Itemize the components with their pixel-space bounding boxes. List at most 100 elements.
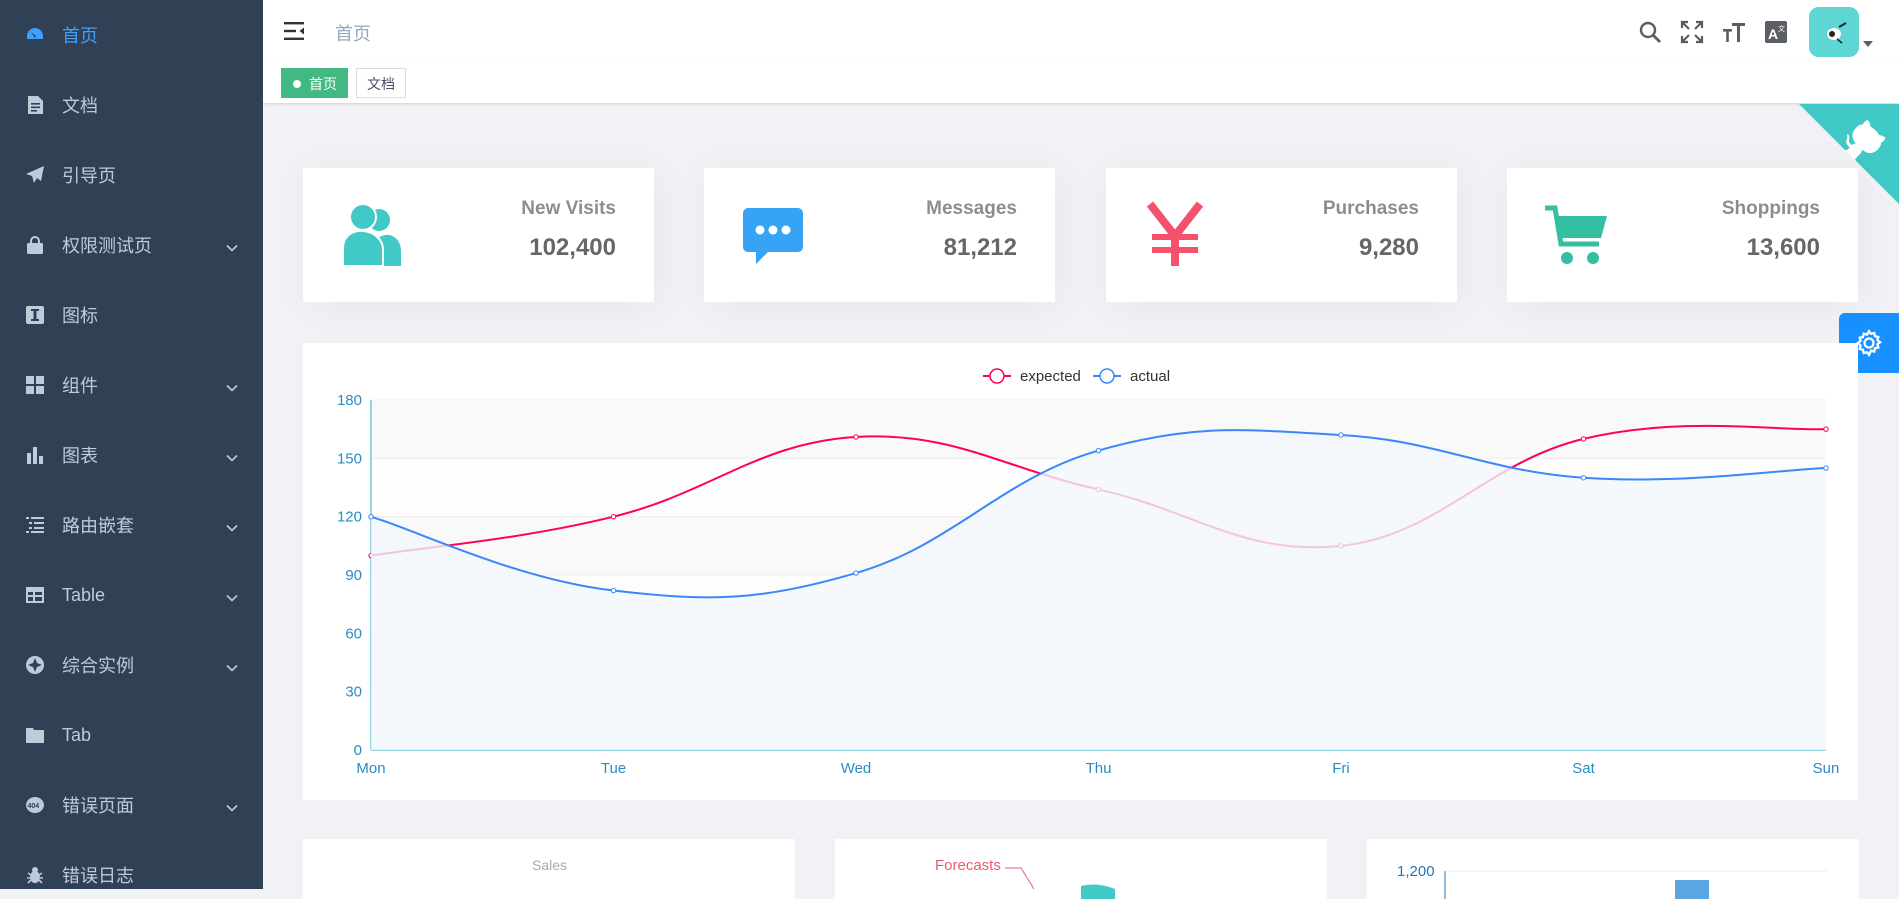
data-point-expected [1823,426,1829,432]
sidebar-item-label: 综合实例 [62,656,134,676]
sidebar-item-lock[interactable]: 权限测试页 [0,210,263,280]
shopping-icon [1541,200,1611,270]
legend-item-expected: expected [983,368,1081,385]
svg-text:A: A [1768,26,1778,42]
tags-view: 首页 文档 [263,63,1899,104]
panel-title: New Visits [521,198,616,219]
panel-title: Messages [926,198,1017,219]
guide-icon [24,164,46,186]
tab-icon [24,724,46,746]
sidebar-item-label: 引导页 [62,166,116,186]
caret-down-icon[interactable] [1863,41,1873,47]
table-icon [24,584,46,606]
chevron-down-icon [226,588,238,602]
chart-icon [24,444,46,466]
sidebar: 首页文档引导页权限测试页图标组件图表路由嵌套 Table 综合实例 Tab 404 错误页… [0,0,263,889]
404-icon: 404 [24,794,46,816]
data-point-actual [1580,475,1587,481]
tag-documentation[interactable]: 文档 [356,68,406,98]
sidebar-item-icon[interactable]: 图标 [0,280,263,350]
data-point-actual [1095,447,1102,454]
panel-value: 81,212 [943,234,1017,261]
y-tick-label: 0 [354,742,362,759]
example-icon [24,654,46,676]
tag-home[interactable]: 首页 [281,68,348,98]
data-point-expected [853,434,859,440]
x-tick-label: Wed [841,760,872,777]
panel-shoppings[interactable]: Shoppings 13,600 [1507,168,1858,302]
sidebar-item-table[interactable]: Table [0,560,263,630]
chevron-down-icon [226,658,238,672]
legend-item-actual: actual [1093,368,1170,385]
sidebar-item-label: 路由嵌套 [62,516,134,536]
sidebar-item-chart[interactable]: 图表 [0,420,263,490]
data-point-expected [1580,436,1587,442]
svg-text:文: 文 [1778,24,1785,33]
hamburger-icon[interactable] [283,20,307,42]
x-tick-label: Fri [1332,760,1350,777]
sidebar-item-404[interactable]: 404 错误页面 [0,770,263,840]
font-size-icon[interactable] [1721,19,1747,45]
sidebar-item-label: 图表 [62,446,98,466]
avatar[interactable] [1809,6,1859,57]
data-point-actual [853,570,859,576]
line-chart-card: 0 30 60 90 120 150 180 Mon Tue Wed Thu Fri Sat Sun exp… [303,343,1858,800]
legend-label: actual [1130,368,1170,385]
sidebar-item-nested[interactable]: 路由嵌套 [0,490,263,560]
avatar-dropdown[interactable] [1873,0,1899,63]
y-tick-label: 150 [337,450,362,467]
search-icon[interactable] [1637,19,1663,45]
forecasts-label: Forecasts [935,857,1001,874]
pie-label-line [1005,867,1115,899]
chevron-down-icon [226,518,238,532]
bar-chart-axis [1444,870,1827,899]
github-corner[interactable] [1799,104,1899,204]
sidebar-item-guide[interactable]: 引导页 [0,140,263,210]
raddar-chart-card: Sales [303,839,795,899]
breadcrumb: 首页 [335,24,371,44]
sidebar-item-bug[interactable]: 错误日志 [0,840,263,889]
panel-value: 13,600 [1746,234,1820,261]
sidebar-item-label: 错误页面 [62,796,134,816]
chevron-down-icon [226,448,238,462]
sidebar-item-label: 组件 [62,376,98,396]
x-tick-label: Sun [1813,760,1840,777]
x-tick-label: Sat [1572,760,1595,777]
nested-icon [24,514,46,536]
chevron-down-icon [226,798,238,812]
y-tick-label: 120 [337,509,362,526]
y-tick-label: 180 [337,392,362,409]
data-point-actual [1823,465,1829,471]
sidebar-item-document[interactable]: 文档 [0,70,263,140]
legend-marker [989,368,1005,384]
dashboard-icon [24,24,46,46]
sales-label: Sales [532,857,568,873]
panel-new-visits[interactable]: New Visits 102,400 [303,168,654,302]
fullscreen-icon[interactable] [1679,19,1705,45]
gear-icon [1856,329,1883,358]
panel-value: 102,400 [529,234,616,261]
panel-messages[interactable]: Messages 81,212 [704,168,1055,302]
data-point-actual [1338,432,1344,438]
bug-icon [24,864,46,886]
chevron-down-icon [226,378,238,392]
panel-value: 9,280 [1358,234,1419,261]
y-tick-label: 60 [345,625,362,642]
sidebar-item-dashboard[interactable]: 首页 [0,0,263,70]
peoples-icon [337,200,407,270]
series-area-actual [371,430,1826,750]
svg-text:404: 404 [28,803,40,810]
sidebar-item-label: Table [62,584,106,605]
sidebar-item-label: 首页 [62,26,98,46]
panel-purchases[interactable]: Purchases 9,280 [1106,168,1457,302]
bar-chart-ytick: 1,200 [1397,863,1435,880]
message-icon [738,200,808,270]
legend-marker [1099,368,1115,384]
sidebar-item-component[interactable]: 组件 [0,350,263,420]
sidebar-item-label: 权限测试页 [62,236,152,256]
sidebar-item-tab[interactable]: Tab [0,700,263,770]
sidebar-item-example[interactable]: 综合实例 [0,630,263,700]
github-icon[interactable] [1799,104,1899,204]
data-point-expected [610,513,617,520]
